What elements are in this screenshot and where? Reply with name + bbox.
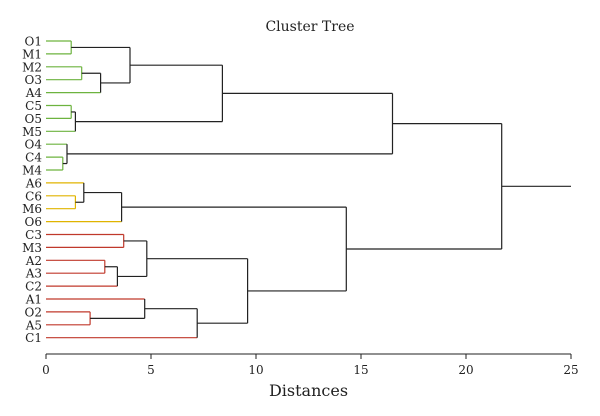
leaf-label: A2 bbox=[25, 254, 42, 268]
leaf-label: O1 bbox=[25, 35, 42, 49]
x-tick-label: 0 bbox=[42, 363, 50, 377]
x-tick-label: 5 bbox=[147, 363, 155, 377]
leaf-label: M1 bbox=[22, 47, 42, 61]
leaf-label: C5 bbox=[25, 99, 42, 113]
leaf-label: O2 bbox=[25, 305, 42, 319]
leaf-label: C4 bbox=[25, 151, 42, 165]
leaf-label: O5 bbox=[25, 112, 42, 126]
leaf-label: O4 bbox=[25, 138, 43, 152]
x-tick-label: 10 bbox=[248, 363, 263, 377]
leaf-label: C3 bbox=[25, 228, 42, 242]
leaf-label: A6 bbox=[25, 176, 42, 190]
leaf-label: M4 bbox=[22, 164, 42, 178]
leaf-label: O3 bbox=[25, 73, 42, 87]
leaf-labels: O1M1M2O3A4C5O5M5O4C4M4A6C6M6O6C3M3A2A3C2… bbox=[22, 35, 42, 346]
dendrogram-links bbox=[46, 40, 571, 339]
x-tick-label: 20 bbox=[458, 363, 473, 377]
leaf-label: C2 bbox=[25, 280, 42, 294]
leaf-label: A5 bbox=[25, 318, 42, 332]
leaf-label: C1 bbox=[25, 331, 42, 345]
leaf-label: A1 bbox=[25, 293, 42, 307]
x-axis-label: Distances bbox=[269, 381, 348, 400]
leaf-label: M3 bbox=[22, 241, 42, 255]
leaf-label: A3 bbox=[25, 267, 42, 281]
x-axis: 0 5 10 15 20 25 bbox=[42, 353, 579, 377]
leaf-label: A4 bbox=[25, 86, 43, 100]
x-tick-label: 15 bbox=[353, 363, 368, 377]
leaf-label: M5 bbox=[22, 125, 42, 139]
x-tick-label: 25 bbox=[563, 363, 578, 377]
leaf-label: M2 bbox=[22, 60, 42, 74]
leaf-label: M6 bbox=[22, 202, 42, 216]
leaf-label: C6 bbox=[25, 189, 42, 203]
chart-title: Cluster Tree bbox=[265, 19, 354, 35]
leaf-label: O6 bbox=[25, 215, 42, 229]
